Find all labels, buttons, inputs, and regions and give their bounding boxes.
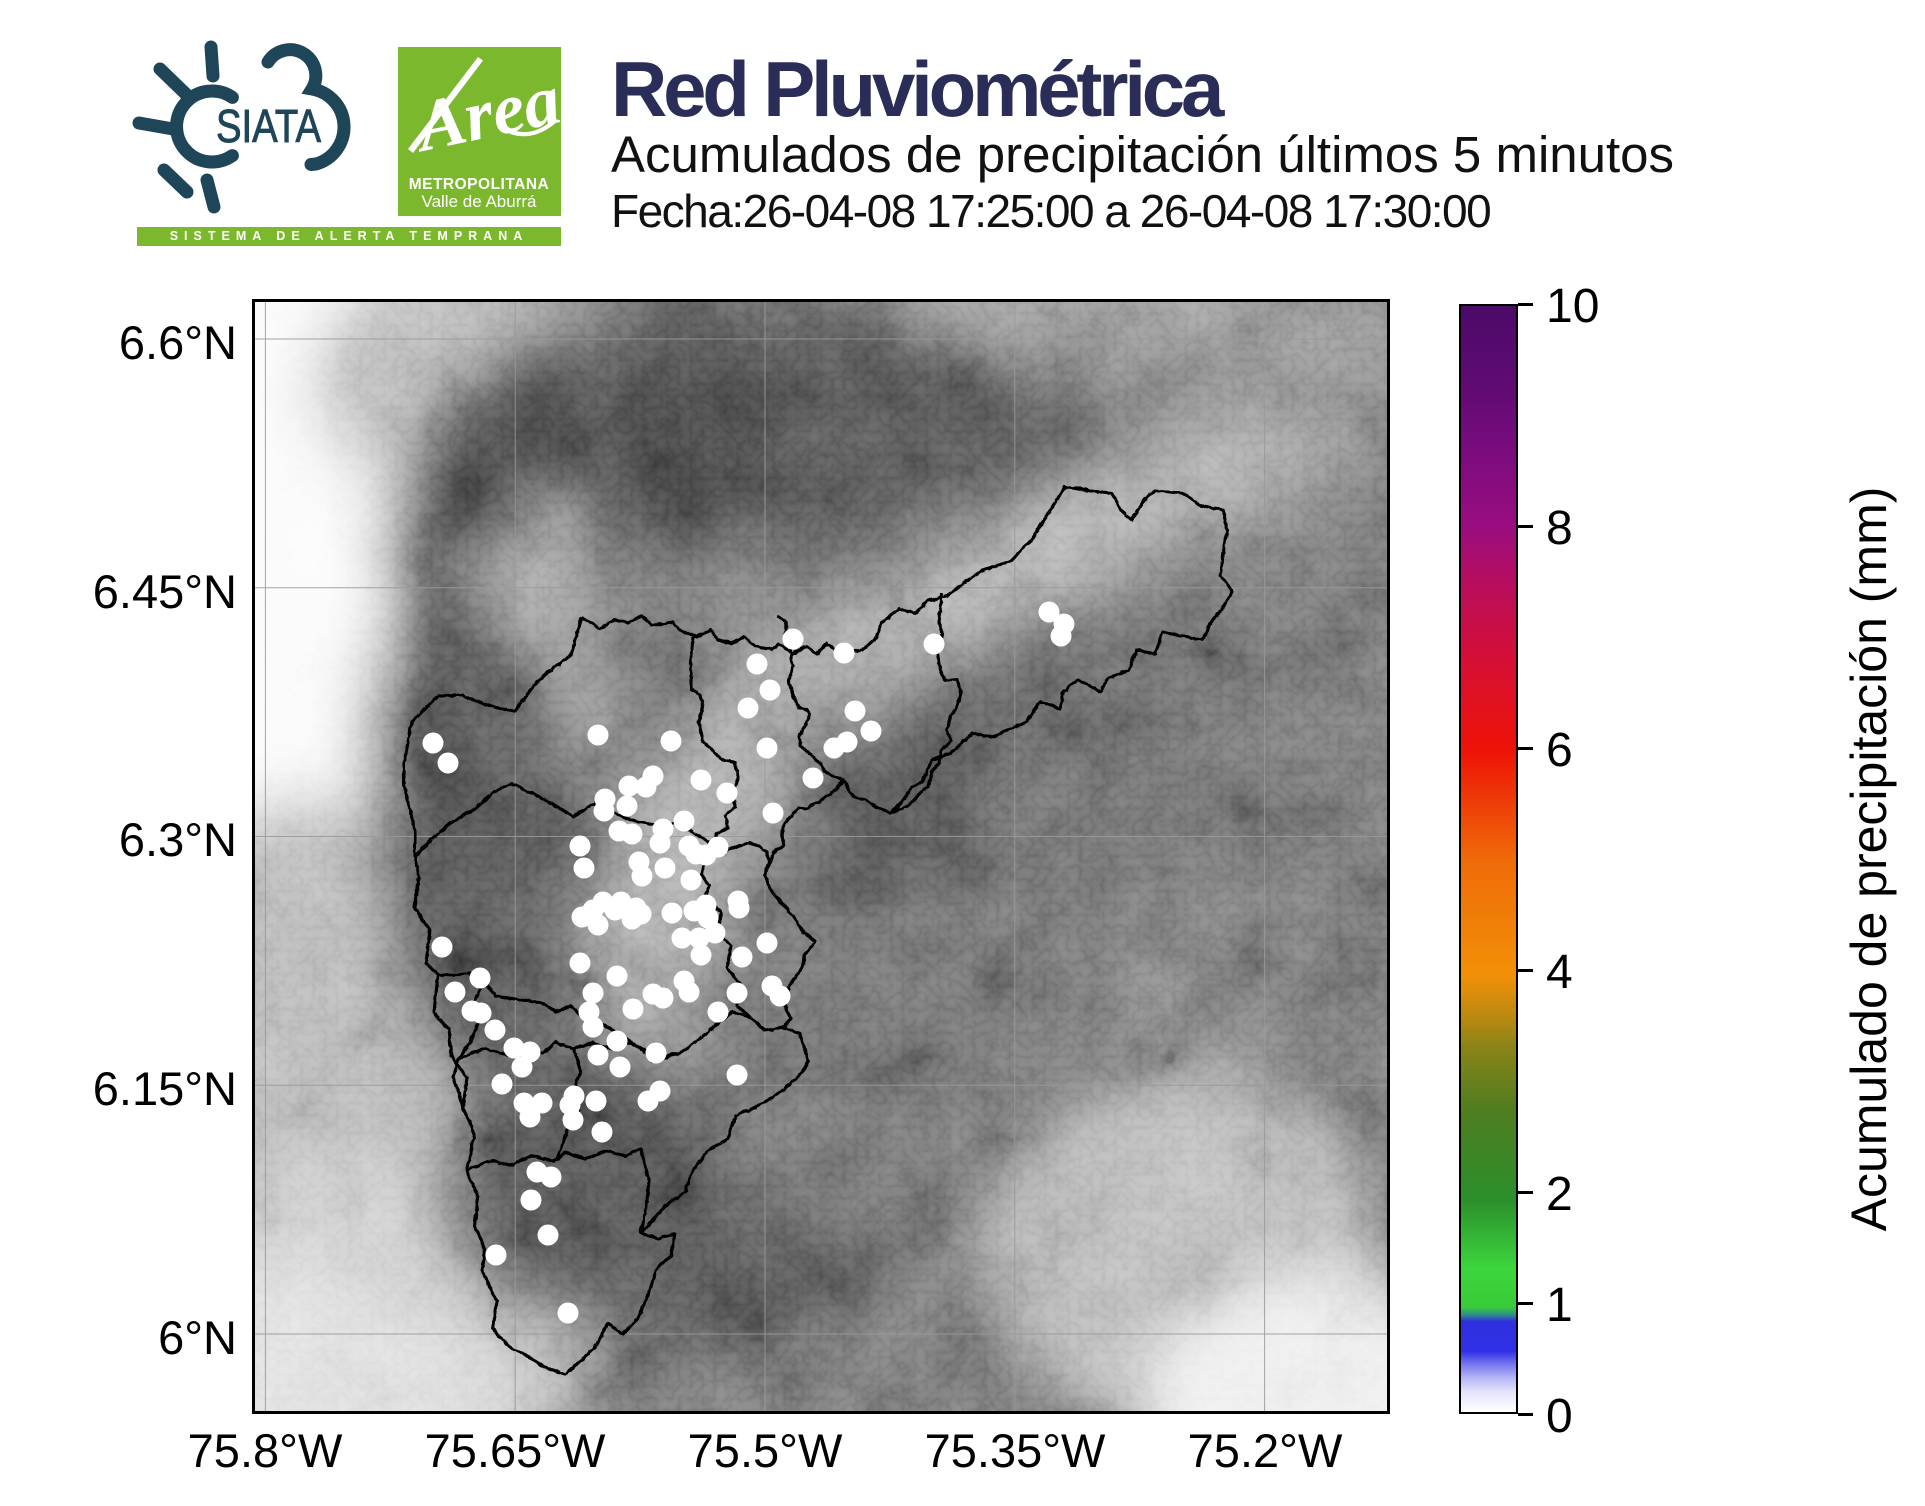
svg-text:Valle de Aburrá: Valle de Aburrá <box>422 192 538 211</box>
svg-text:METROPOLITANA: METROPOLITANA <box>409 176 550 193</box>
svg-text:Area: Area <box>406 59 561 168</box>
svg-text:SIATA: SIATA <box>216 100 321 152</box>
